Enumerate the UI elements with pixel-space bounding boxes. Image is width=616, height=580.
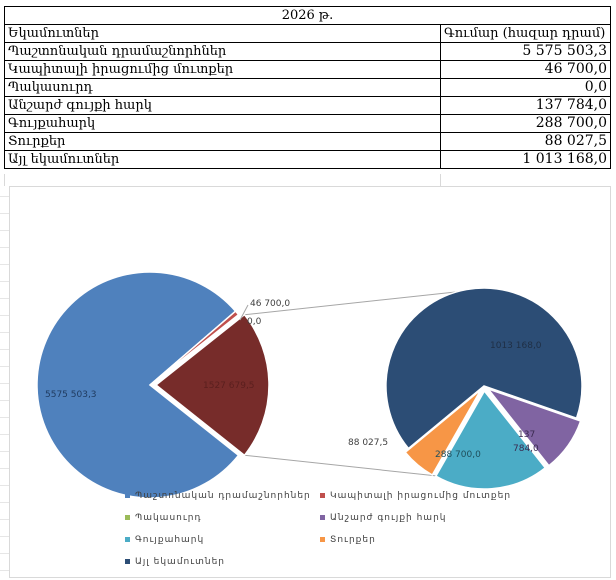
legend-item: Այլ եկամուտներ: [125, 557, 225, 567]
row-label: Տուրքեր: [4, 132, 441, 151]
data-label-property-tax: 137: [518, 430, 535, 440]
sheet-row-ticks: [0, 186, 9, 580]
legend-item: Անշարժ գույքի հարկ: [320, 513, 447, 523]
row-value: 288 700,0: [439, 114, 612, 133]
legend-swatch: [125, 493, 130, 498]
legend-label: Պաշտոնական դրամաշնորհներ: [135, 491, 311, 501]
slice-grants: [36, 271, 240, 499]
row-value: 0,0: [439, 78, 612, 97]
legend-item: Գույքահարկ: [125, 535, 204, 545]
legend-label: Պակասուրդ: [135, 513, 202, 523]
revenue-table: 2026 թ. Եկամուտներ Գումար (հազար դրամ) Պ…: [3, 6, 612, 169]
legend-label: Տուրքեր: [330, 535, 376, 545]
legend-label: Կապիտալի իրացումից մուտքեր: [330, 491, 512, 501]
slice-fees: [404, 389, 482, 477]
slice-asset-tax: [434, 389, 547, 490]
table-row: Անշարժ գույքի հարկ 137 784,0: [4, 96, 612, 115]
data-label-other-revenue: 1013 168,0: [490, 341, 542, 351]
legend-swatch: [320, 537, 325, 542]
connector-line-bottom: [244, 454, 457, 479]
slice-property-tax: [485, 387, 582, 467]
slice-capital: [149, 310, 240, 386]
table-row: Պաշտոնական դրամաշնորհներ 5 575 503,3: [4, 42, 612, 61]
data-label-asset-tax: 288 700,0: [435, 450, 481, 460]
data-label-fees: 88 027,5: [348, 438, 388, 448]
data-label-grants: 5575 503,3: [45, 390, 97, 400]
slice-other-revenue: [385, 287, 583, 450]
data-label-capital: 46 700,0: [250, 299, 290, 309]
leader-line-capital: [239, 304, 249, 321]
legend-swatch: [320, 515, 325, 520]
legend-swatch: [125, 559, 130, 564]
legend-item: Պաշտոնական դրամաշնորհներ: [125, 491, 311, 501]
row-value: 5 575 503,3: [439, 42, 612, 61]
legend-swatch: [125, 515, 130, 520]
legend-label: Գույքահարկ: [135, 535, 205, 545]
row-label: Այլ եկամուտներ: [4, 150, 441, 169]
sheet-gridlines: [4, 174, 610, 186]
table-row: Տուրքեր 88 027,5: [4, 132, 612, 151]
table-row: Այլ եկամուտներ 1 013 168,0: [4, 150, 612, 169]
connector-line-top: [244, 289, 475, 316]
legend-item: Պակասուրդ: [125, 513, 201, 523]
legend-label: Այլ եկամուտներ: [135, 557, 226, 567]
data-label-property-tax-cont: 784,0: [513, 444, 539, 454]
row-value: 1 013 168,0: [439, 150, 612, 169]
legend-item: Կապիտալի իրացումից մուտքեր: [320, 491, 511, 501]
data-label-deficit: 0,0: [247, 317, 262, 327]
legend-swatch: [320, 493, 325, 498]
legend-label: Անշարժ գույքի հարկ: [330, 513, 447, 523]
slice-other: [154, 313, 270, 457]
data-label-other: 1527 679,5: [203, 381, 255, 391]
legend-swatch: [125, 537, 130, 542]
legend-item: Տուրքեր: [320, 535, 376, 545]
